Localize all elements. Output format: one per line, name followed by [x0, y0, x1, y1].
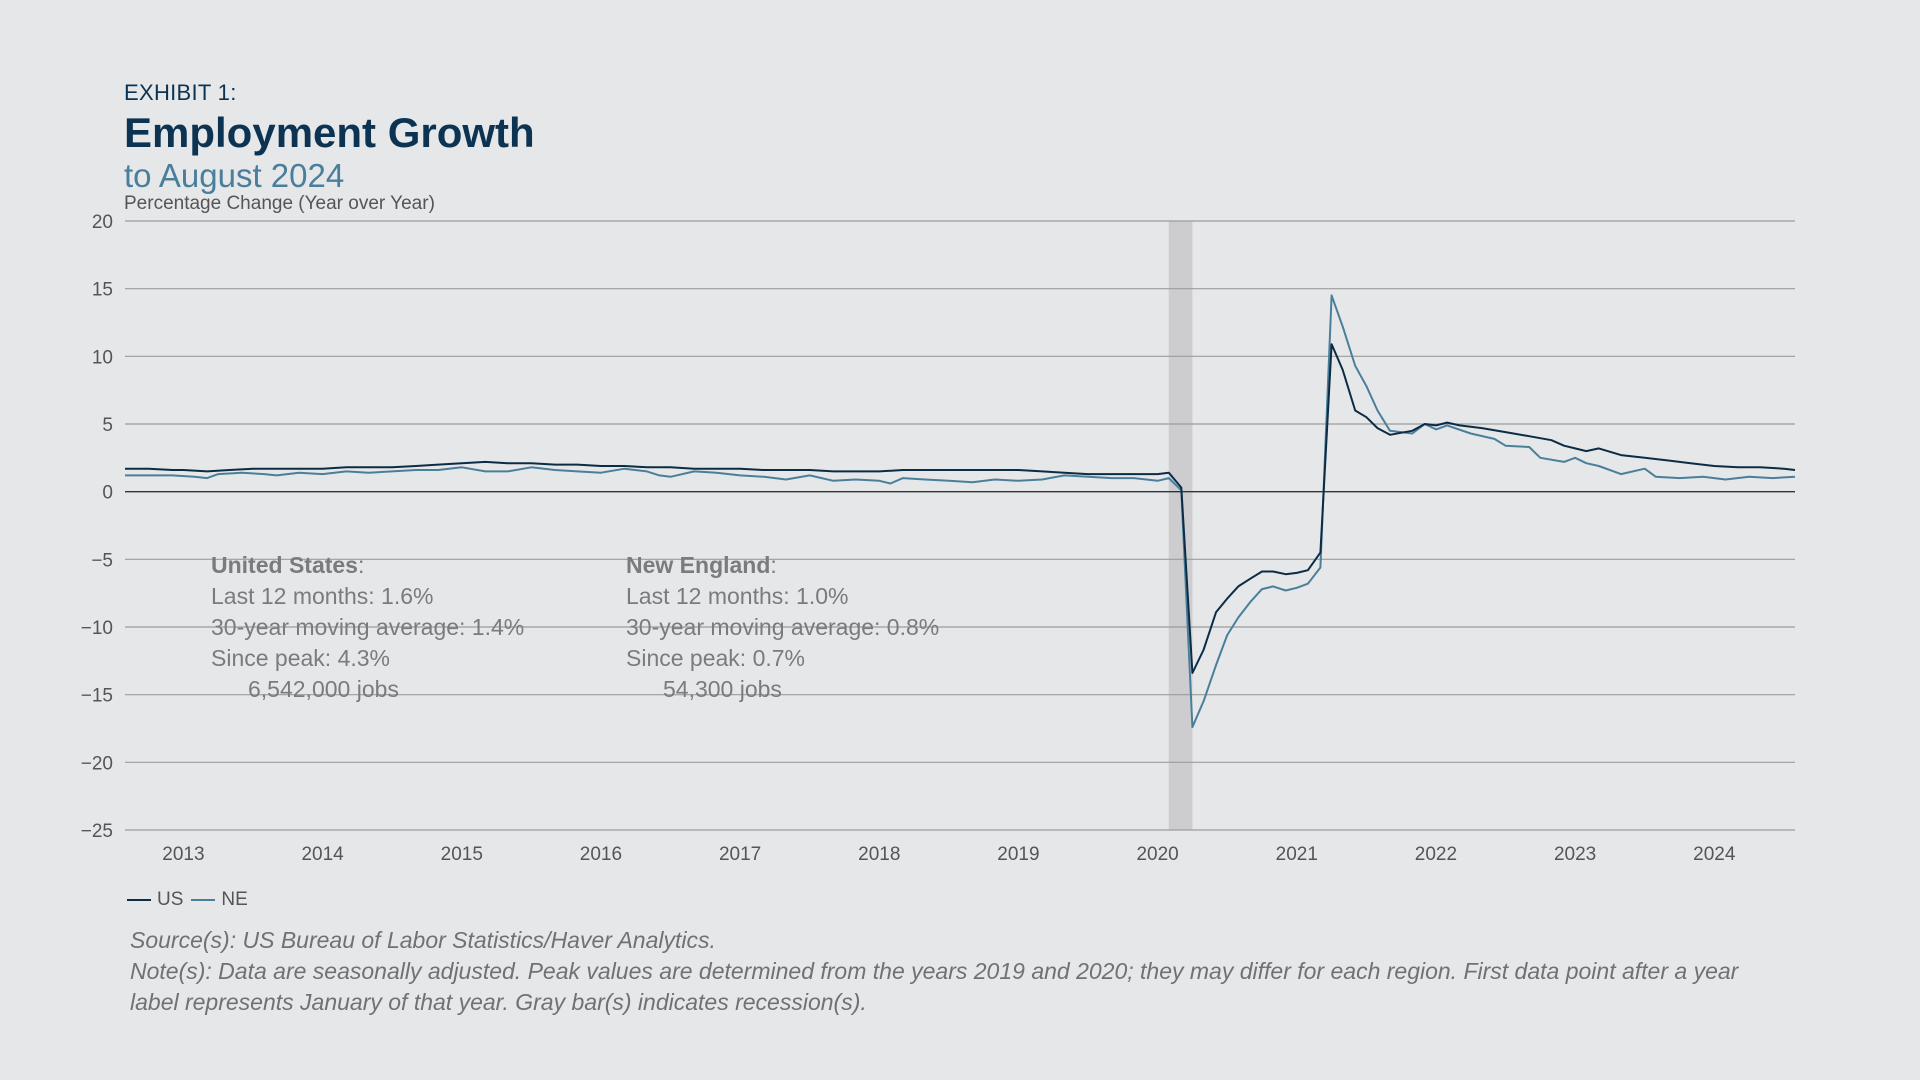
x-tick-label: 2021 — [1276, 844, 1318, 865]
y-tick-label: −25 — [81, 821, 113, 842]
recession-band — [1168, 221, 1193, 830]
us-callout-title: United States — [211, 552, 358, 578]
x-tick-label: 2016 — [580, 844, 622, 865]
methodology-note: Note(s): Data are seasonally adjusted. P… — [130, 958, 1739, 1015]
ne-callout-title: New England — [626, 552, 771, 578]
exhibit-label: EXHIBIT 1: — [124, 80, 237, 105]
us-since-peak: Since peak: 4.3% — [211, 645, 391, 671]
x-tick-label: 2013 — [162, 844, 204, 865]
x-tick-label: 2024 — [1693, 844, 1736, 865]
ne-since-peak: Since peak: 0.7% — [626, 645, 806, 671]
x-tick-label: 2022 — [1415, 844, 1457, 865]
us-callout: United States: Last 12 months: 1.6% 30-y… — [211, 550, 524, 705]
chart-subtitle: to August 2024 — [124, 157, 345, 195]
chart-footnotes: Source(s): US Bureau of Labor Statistics… — [130, 925, 1790, 1018]
series-line-us — [125, 343, 1796, 674]
y-tick-label: −20 — [81, 753, 113, 774]
x-tick-label: 2023 — [1554, 844, 1596, 865]
x-tick-label: 2015 — [441, 844, 483, 865]
ne-callout: New England: Last 12 months: 1.0% 30-yea… — [626, 550, 939, 705]
x-tick-label: 2019 — [997, 844, 1039, 865]
legend-swatch-ne — [191, 899, 216, 901]
x-tick-label: 2020 — [1136, 844, 1178, 865]
y-tick-label: 15 — [92, 280, 113, 301]
y-tick-label: 0 — [102, 483, 113, 504]
us-jobs: 6,542,000 jobs — [248, 676, 399, 702]
y-tick-label: 20 — [92, 212, 113, 233]
ne-last12: Last 12 months: 1.0% — [626, 583, 849, 609]
legend-swatch-us — [127, 899, 151, 901]
us-moving-average: 30-year moving average: 1.4% — [211, 614, 525, 640]
y-tick-label: −10 — [81, 618, 113, 639]
y-tick-label: 5 — [102, 415, 113, 436]
source-note: Source(s): US Bureau of Labor Statistics… — [130, 927, 716, 953]
chart-title: Employment Growth — [124, 109, 535, 156]
legend-item-ne: NE — [191, 889, 248, 911]
series-line-ne — [125, 294, 1796, 729]
y-axis-label: Percentage Change (Year over Year) — [124, 193, 435, 214]
y-tick-label: 10 — [92, 347, 113, 368]
x-tick-label: 2018 — [858, 844, 900, 865]
chart-header: EXHIBIT 1: Employment Growth to August 2… — [124, 80, 535, 194]
y-tick-label: −5 — [91, 550, 113, 571]
y-tick-label: −15 — [81, 686, 113, 707]
x-tick-label: 2014 — [301, 844, 344, 865]
us-last12: Last 12 months: 1.6% — [211, 583, 434, 609]
ne-moving-average: 30-year moving average: 0.8% — [626, 614, 940, 640]
legend-label-ne: NE — [221, 889, 248, 910]
x-tick-label: 2017 — [719, 844, 761, 865]
ne-jobs: 54,300 jobs — [663, 676, 782, 702]
chart-legend: US NE — [127, 889, 256, 911]
legend-label-us: US — [157, 889, 184, 910]
legend-item-us: US — [127, 889, 183, 911]
